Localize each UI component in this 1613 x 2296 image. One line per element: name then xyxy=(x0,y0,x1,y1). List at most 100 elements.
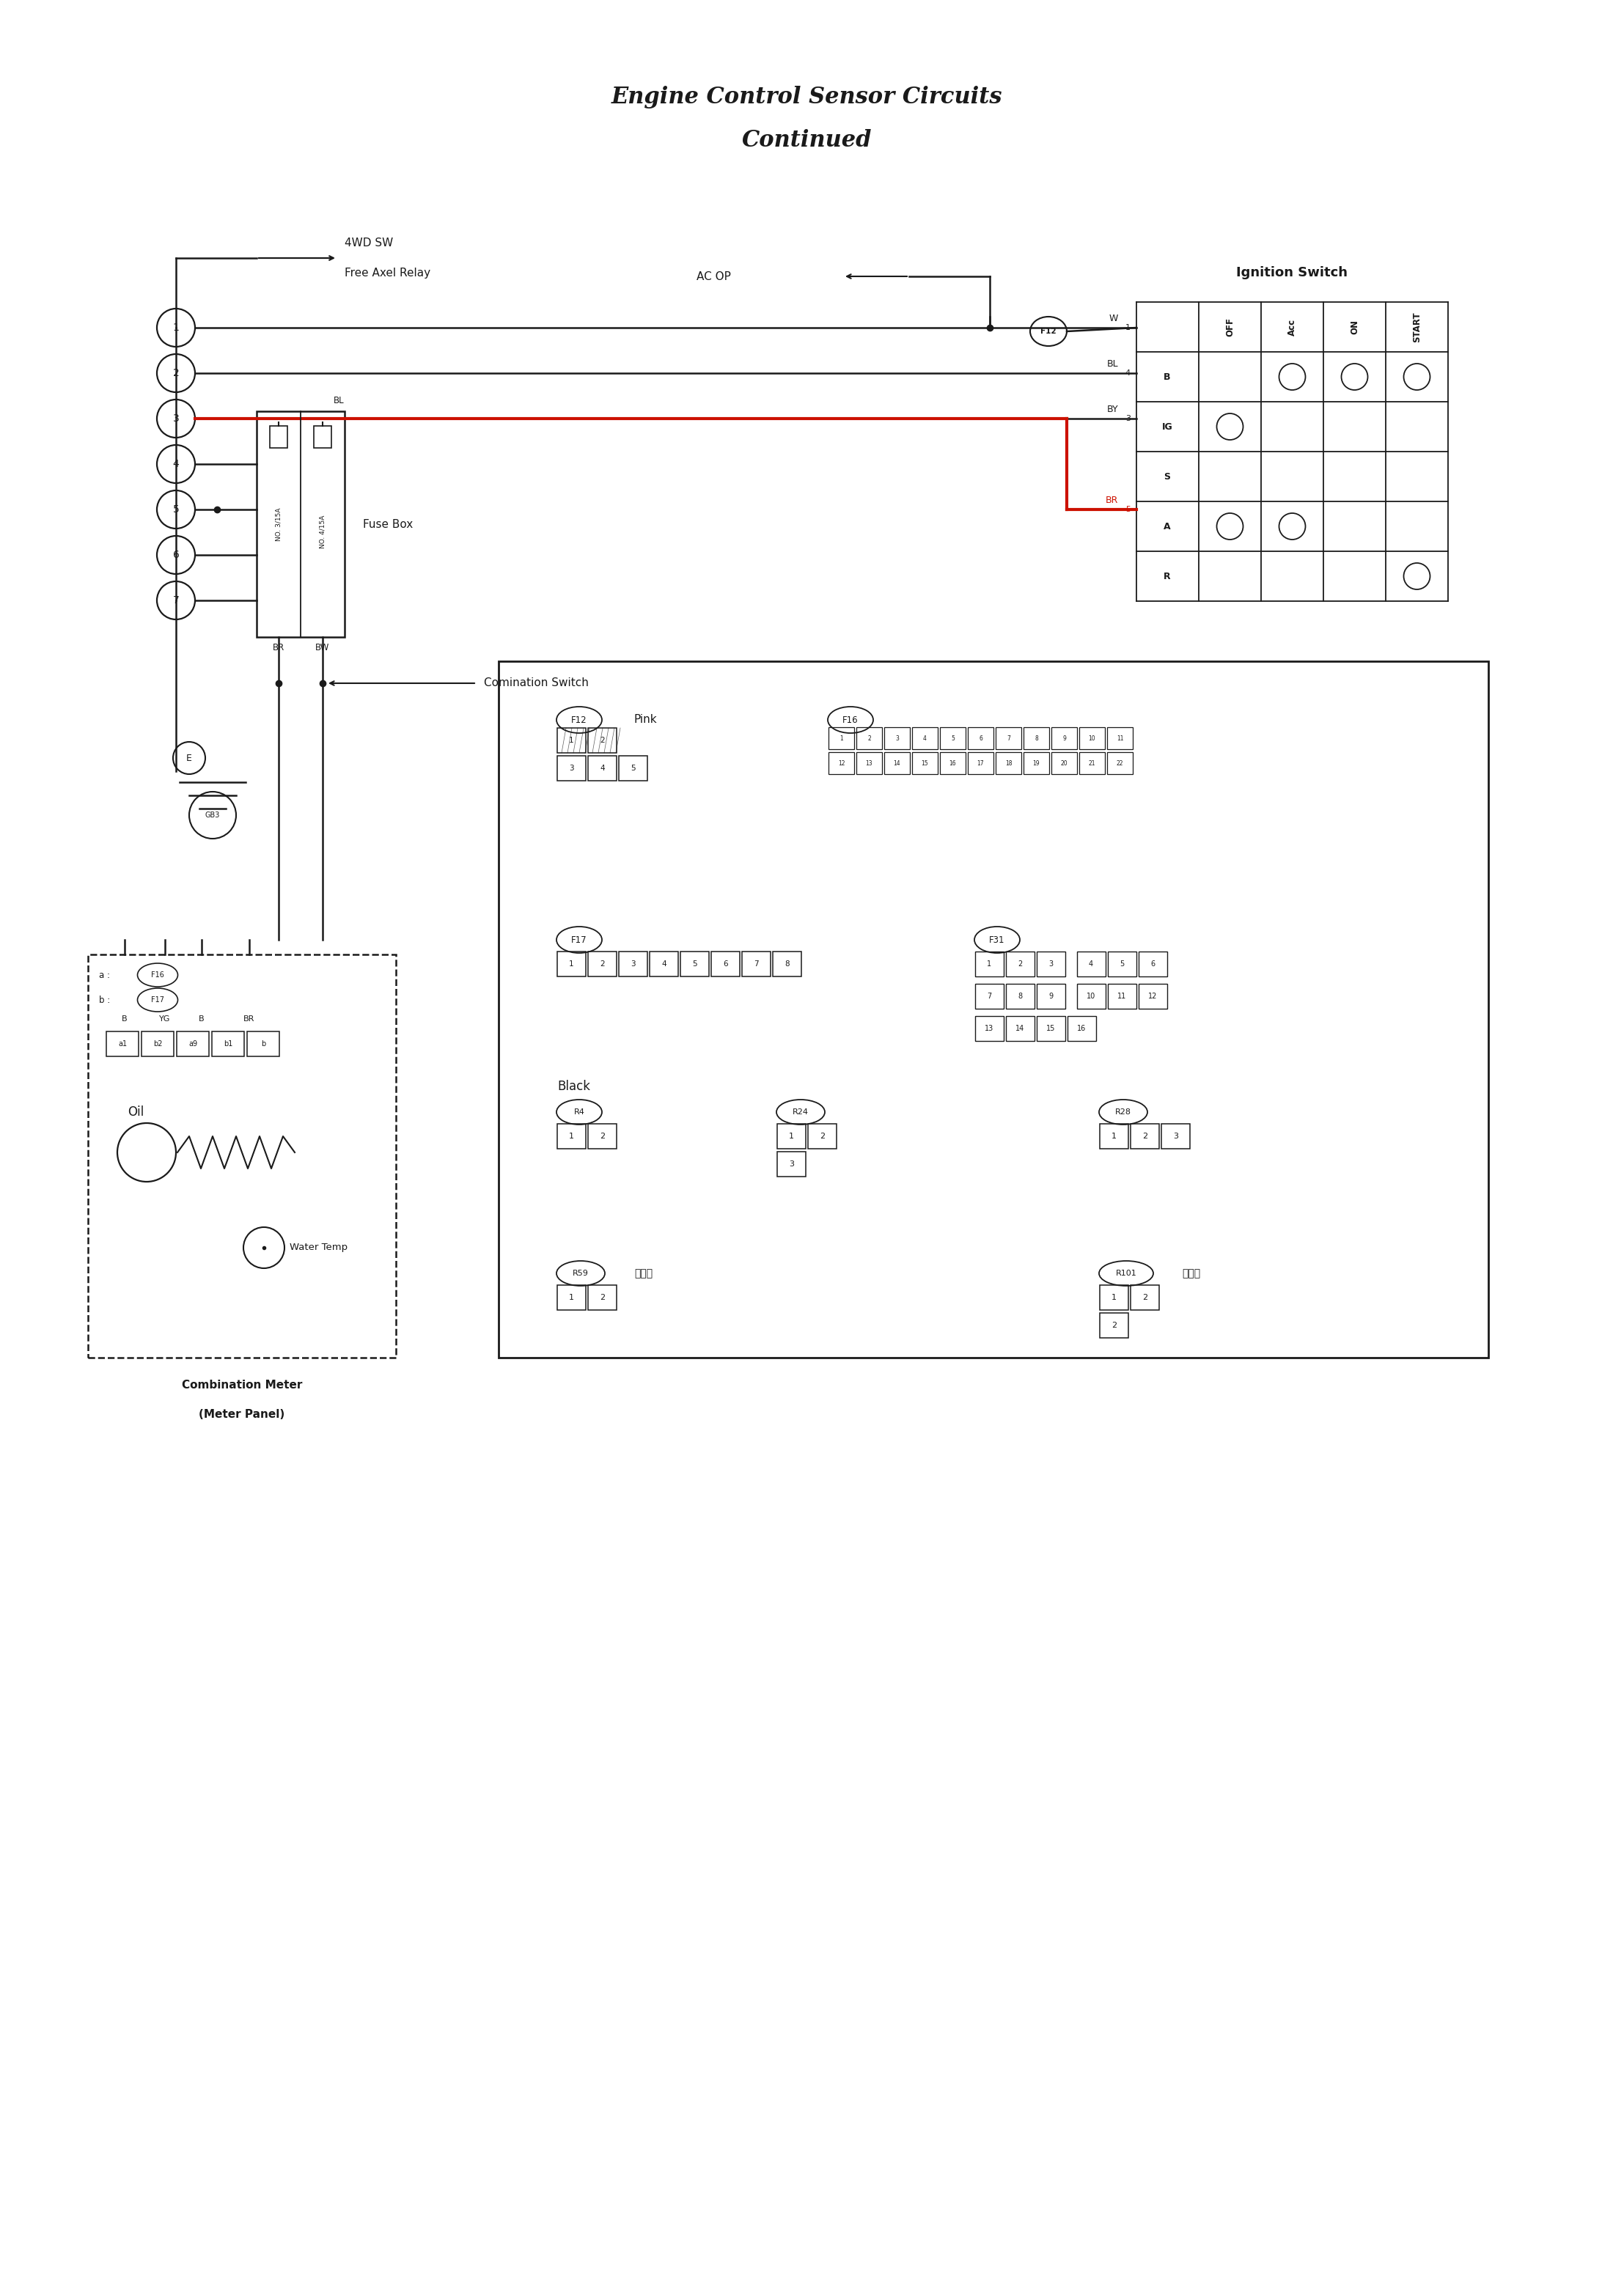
Text: 4: 4 xyxy=(600,765,605,771)
Text: F31: F31 xyxy=(989,934,1005,944)
Text: BY: BY xyxy=(1107,404,1118,416)
Bar xyxy=(589,951,616,976)
Text: 7: 7 xyxy=(987,992,992,1001)
Text: F12: F12 xyxy=(1040,328,1057,335)
Text: R4: R4 xyxy=(574,1109,584,1116)
Bar xyxy=(650,951,677,976)
Text: Comination Switch: Comination Switch xyxy=(484,677,589,689)
Text: b: b xyxy=(261,1040,266,1047)
Text: 16: 16 xyxy=(1077,1024,1086,1033)
Text: 1: 1 xyxy=(569,1295,574,1302)
Text: 1: 1 xyxy=(789,1132,794,1139)
Text: 1: 1 xyxy=(840,735,844,742)
Text: 5: 5 xyxy=(692,960,697,967)
Bar xyxy=(940,753,966,774)
Text: 1: 1 xyxy=(1126,324,1131,331)
Text: 4: 4 xyxy=(923,735,927,742)
Text: AC OP: AC OP xyxy=(697,271,731,282)
Text: a :: a : xyxy=(98,971,110,980)
Bar xyxy=(1037,1017,1065,1040)
Text: 3: 3 xyxy=(631,960,636,967)
Text: 3: 3 xyxy=(173,413,179,425)
Text: Black: Black xyxy=(556,1079,590,1093)
Text: 10: 10 xyxy=(1089,735,1095,742)
Bar xyxy=(1052,728,1077,748)
Text: Acc: Acc xyxy=(1287,319,1297,335)
Bar xyxy=(911,753,937,774)
Bar xyxy=(976,983,1003,1008)
Bar xyxy=(1161,1123,1190,1148)
Bar xyxy=(589,755,616,781)
Text: 6: 6 xyxy=(1150,960,1155,967)
Text: 1: 1 xyxy=(1111,1132,1116,1139)
Text: 4: 4 xyxy=(1126,370,1131,377)
Text: BR: BR xyxy=(244,1015,255,1022)
Bar xyxy=(1007,1017,1034,1040)
Text: 8: 8 xyxy=(784,960,789,967)
Text: 2: 2 xyxy=(173,367,179,379)
Bar xyxy=(911,728,937,748)
Text: a1: a1 xyxy=(118,1040,127,1047)
Text: 1: 1 xyxy=(1111,1295,1116,1302)
Bar xyxy=(1007,983,1034,1008)
Text: Fuse Box: Fuse Box xyxy=(363,519,413,530)
Text: BW: BW xyxy=(316,643,329,652)
Bar xyxy=(589,728,616,753)
Bar xyxy=(1131,1286,1160,1311)
Text: Ignition Switch: Ignition Switch xyxy=(1237,266,1348,280)
Text: 2: 2 xyxy=(868,735,871,742)
Text: 14: 14 xyxy=(894,760,900,767)
Text: 6: 6 xyxy=(173,549,179,560)
Text: 5: 5 xyxy=(1126,505,1131,512)
Bar xyxy=(589,1123,616,1148)
Text: 12: 12 xyxy=(1148,992,1157,1001)
Text: a9: a9 xyxy=(189,1040,197,1047)
Text: 21: 21 xyxy=(1089,760,1095,767)
Text: 19: 19 xyxy=(1032,760,1040,767)
Text: 5: 5 xyxy=(173,505,179,514)
Bar xyxy=(1077,983,1105,1008)
Bar xyxy=(106,1031,139,1056)
Text: 3: 3 xyxy=(569,765,574,771)
Text: （黒）: （黒） xyxy=(634,1267,653,1279)
Text: 3: 3 xyxy=(1126,416,1131,422)
Text: 16: 16 xyxy=(948,760,957,767)
Text: 2: 2 xyxy=(600,1295,605,1302)
Bar xyxy=(829,753,855,774)
Bar xyxy=(315,427,331,448)
Text: B: B xyxy=(123,1015,127,1022)
Bar xyxy=(247,1031,279,1056)
Bar xyxy=(556,951,586,976)
Bar xyxy=(857,728,882,748)
Text: 1: 1 xyxy=(569,737,574,744)
Bar xyxy=(940,728,966,748)
Text: 8: 8 xyxy=(1034,735,1039,742)
Text: 5: 5 xyxy=(1119,960,1124,967)
Bar xyxy=(857,753,882,774)
Text: START: START xyxy=(1411,312,1421,342)
Bar xyxy=(995,753,1021,774)
Bar xyxy=(211,1031,244,1056)
Text: 10: 10 xyxy=(1087,992,1095,1001)
Text: (Meter Panel): (Meter Panel) xyxy=(198,1410,286,1419)
Text: 15: 15 xyxy=(921,760,929,767)
Text: 7: 7 xyxy=(1007,735,1010,742)
Bar xyxy=(976,951,1003,976)
Text: 2: 2 xyxy=(600,1132,605,1139)
Text: Combination Meter: Combination Meter xyxy=(182,1380,302,1391)
Text: R: R xyxy=(1163,572,1171,581)
Bar xyxy=(808,1123,837,1148)
Text: GB3: GB3 xyxy=(205,810,219,820)
Bar xyxy=(742,951,771,976)
Bar xyxy=(1068,1017,1097,1040)
Text: b :: b : xyxy=(98,994,110,1006)
Text: Continued: Continued xyxy=(742,129,871,152)
Text: Oil: Oil xyxy=(127,1104,144,1118)
Text: 1: 1 xyxy=(569,960,574,967)
Bar xyxy=(556,728,586,753)
Text: 1: 1 xyxy=(569,1132,574,1139)
Bar xyxy=(968,728,994,748)
Text: 3: 3 xyxy=(1048,960,1053,967)
Text: Pink: Pink xyxy=(634,714,658,726)
Text: 11: 11 xyxy=(1118,992,1126,1001)
